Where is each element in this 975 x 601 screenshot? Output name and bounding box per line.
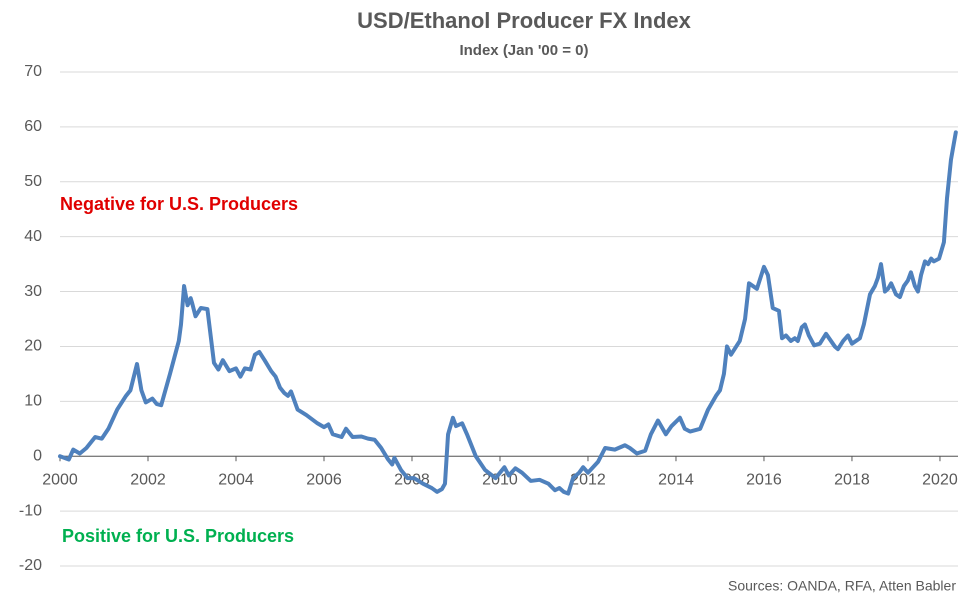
- x-tick-label: 2000: [42, 471, 78, 488]
- x-tick-label: 2020: [922, 471, 958, 488]
- y-tick-label: 10: [24, 393, 42, 410]
- chart-title: USD/Ethanol Producer FX Index: [357, 8, 691, 33]
- y-tick-label: 20: [24, 338, 42, 355]
- y-tick-label: -20: [19, 557, 42, 574]
- annotation: Negative for U.S. Producers: [60, 194, 298, 214]
- y-tick-label: 0: [33, 447, 42, 464]
- x-tick-label: 2016: [746, 471, 782, 488]
- source-note: Sources: OANDA, RFA, Atten Babler: [728, 578, 956, 594]
- line-series: [58, 130, 958, 496]
- x-tick-label: 2004: [218, 471, 254, 488]
- y-tick-label: -10: [19, 502, 42, 519]
- y-tick-label: 30: [24, 283, 42, 300]
- x-tick-label: 2002: [130, 471, 166, 488]
- chart-subtitle: Index (Jan '00 = 0): [459, 42, 588, 59]
- x-tick-label: 2018: [834, 471, 870, 488]
- x-tick-label: 2014: [658, 471, 694, 488]
- annotation: Positive for U.S. Producers: [62, 526, 294, 546]
- y-tick-label: 40: [24, 228, 42, 245]
- x-tick-label: 2006: [306, 471, 342, 488]
- y-tick-label: 70: [24, 63, 42, 80]
- y-tick-label: 50: [24, 173, 42, 190]
- y-tick-label: 60: [24, 118, 42, 135]
- x-tick-label: 2012: [570, 471, 606, 488]
